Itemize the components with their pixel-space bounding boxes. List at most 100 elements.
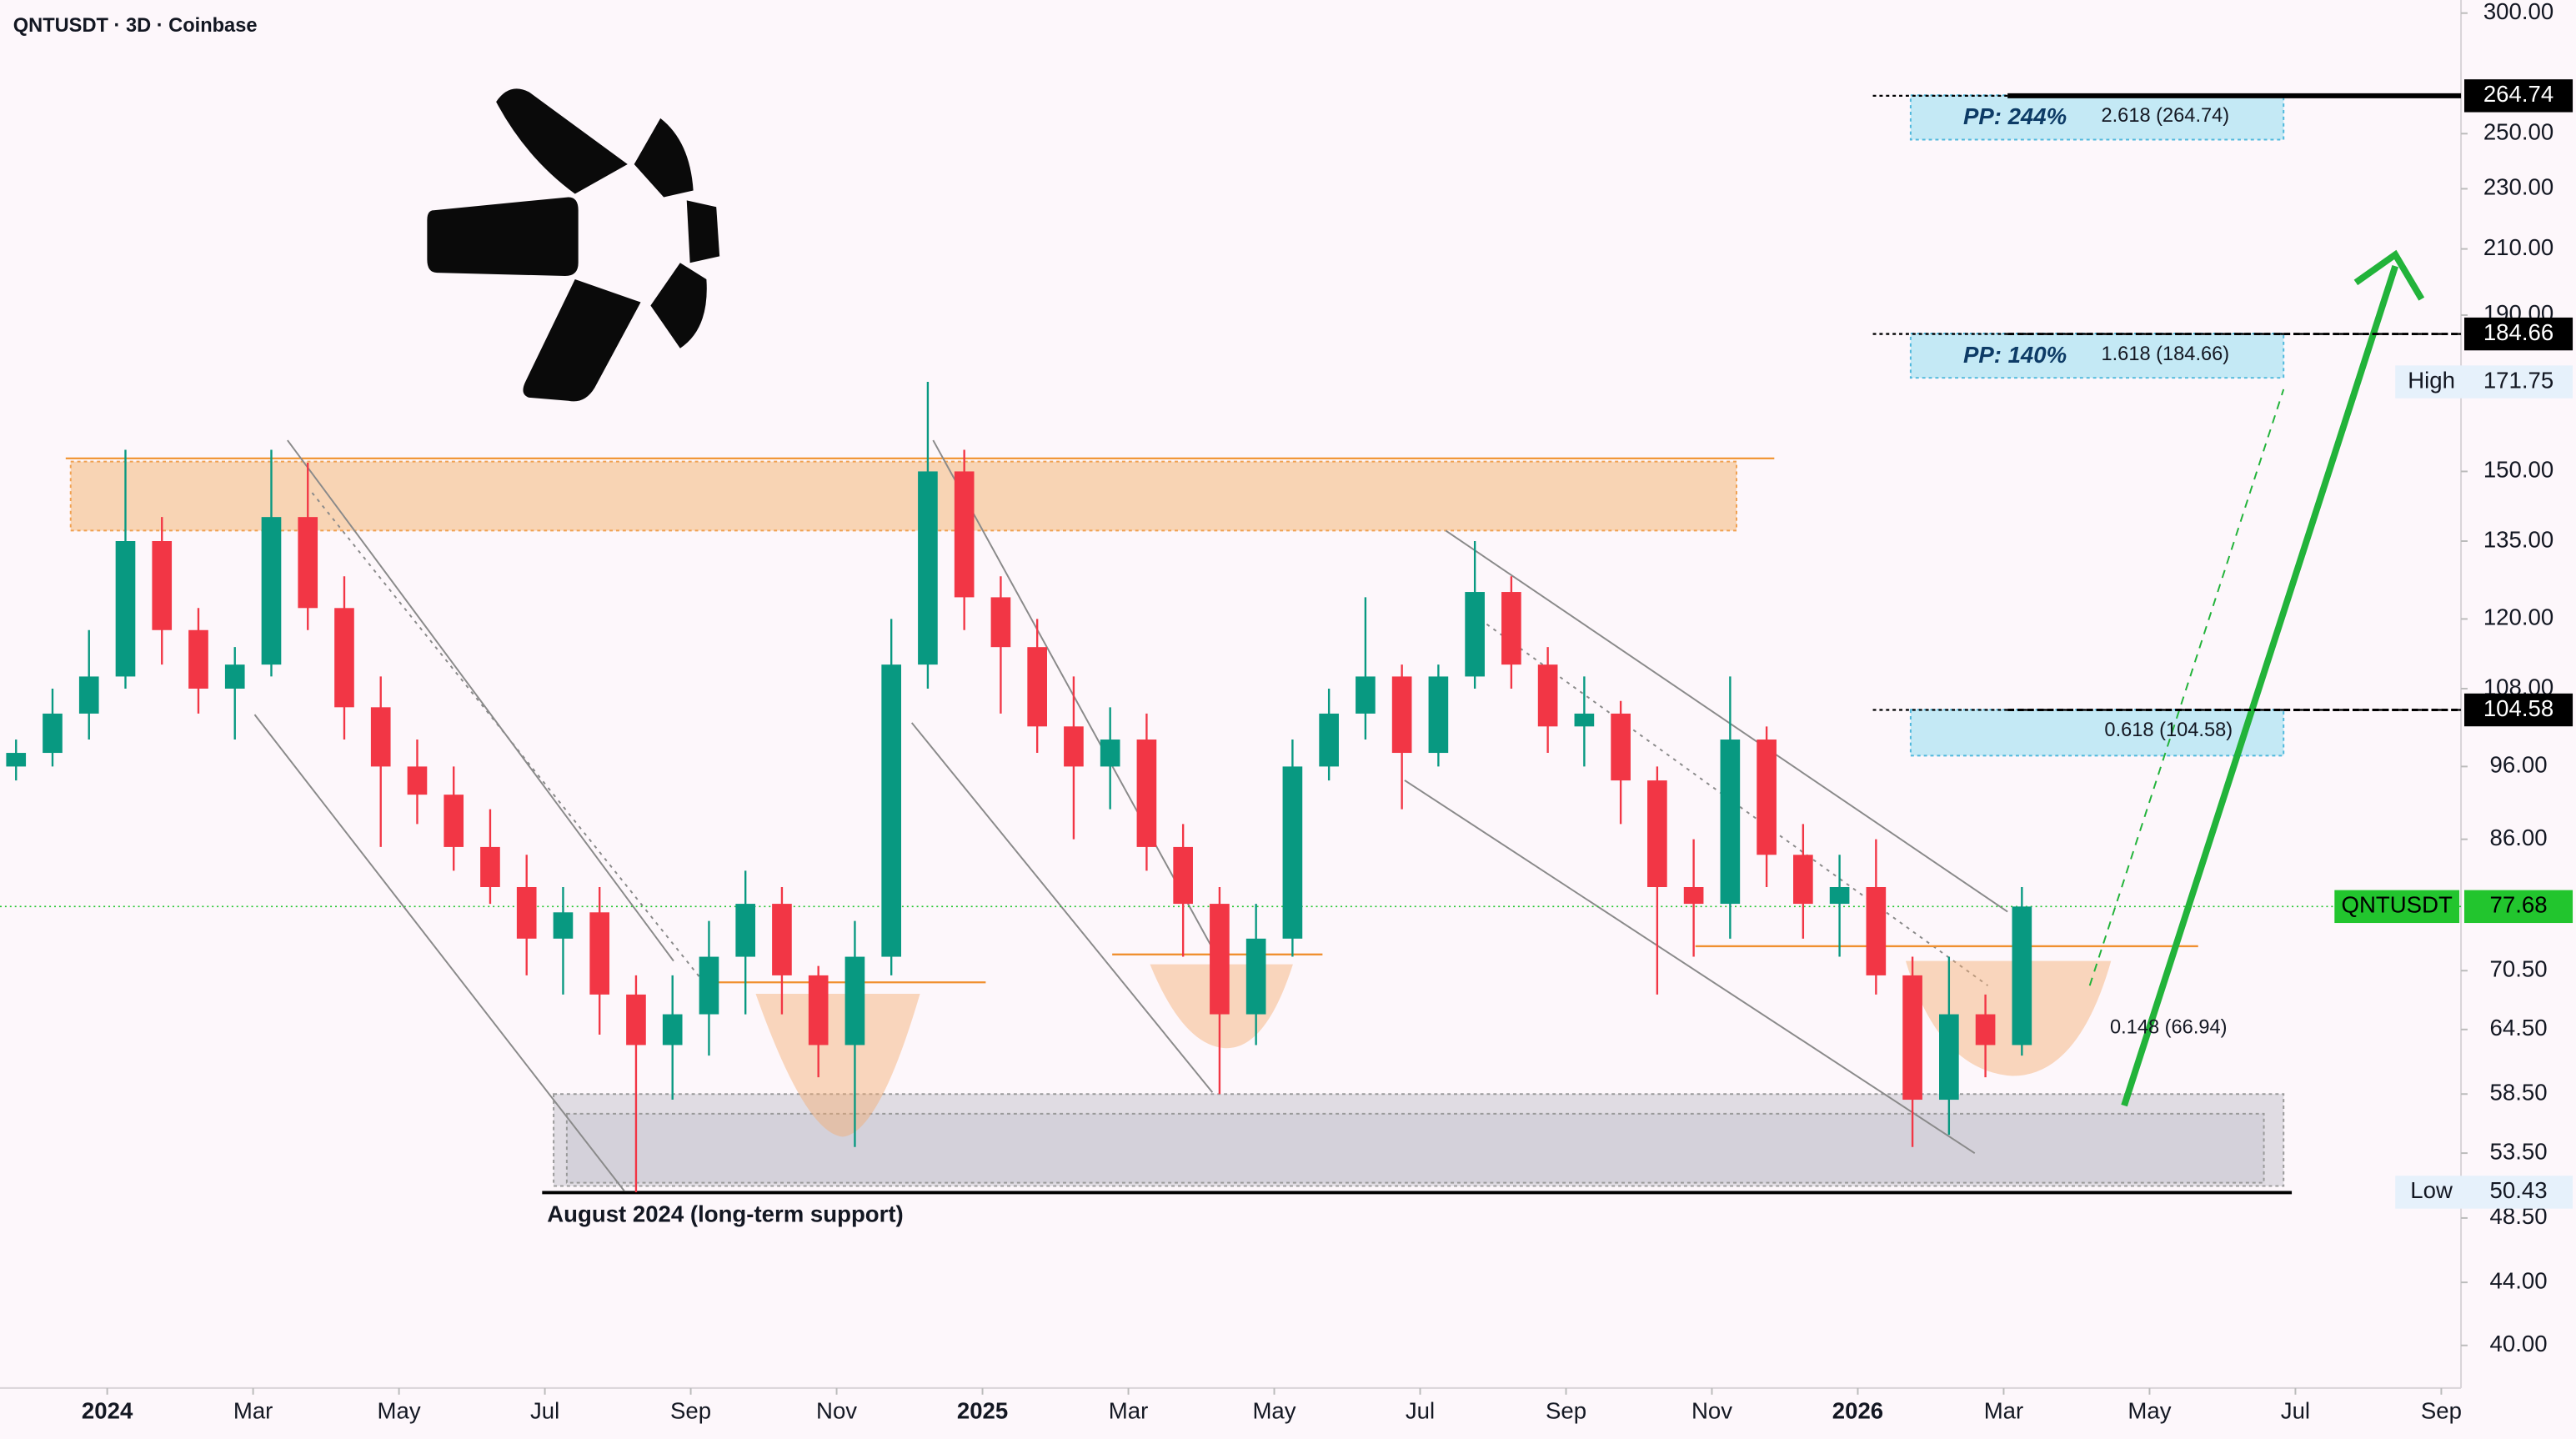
candle-body — [1902, 975, 1922, 1101]
candle-body — [78, 676, 99, 714]
target-level: 1.618 (184.66) — [2101, 343, 2229, 365]
candle-body — [1319, 713, 1339, 767]
candle-body — [6, 753, 27, 767]
drawings: QNTUSDT · 3D · Coinbase August 2024 (lon… — [0, 0, 2463, 1389]
candle-body — [1647, 780, 1667, 887]
candle-body — [808, 975, 829, 1045]
candle-body — [1720, 740, 1741, 905]
x-tick-label: 2025 — [957, 1398, 1008, 1424]
x-tick-label: Mar — [1984, 1398, 2024, 1424]
price-tag — [2463, 79, 2573, 113]
candle-body — [115, 541, 136, 677]
logo — [427, 88, 720, 402]
candle-body — [1027, 647, 1047, 727]
candle-body — [516, 886, 537, 939]
low-tag — [2395, 1176, 2573, 1209]
candle-body — [1501, 592, 1521, 665]
low-value: 50.43 — [2490, 1177, 2548, 1203]
x-tick-label: May — [1252, 1398, 1296, 1424]
resistance-zone — [69, 460, 1737, 532]
x-tick-label: Sep — [2421, 1398, 2462, 1424]
y-tick-label: 96.00 — [2490, 752, 2548, 778]
target-name: PP: 244% — [1963, 103, 2067, 129]
x-tick-label: Sep — [1546, 1398, 1586, 1424]
candle-body — [881, 664, 902, 957]
x-tick-label: Sep — [670, 1398, 711, 1424]
y-tick-label: 40.00 — [2490, 1331, 2548, 1356]
candle-body — [772, 904, 792, 975]
price-tag-label: 264.74 — [2483, 81, 2553, 107]
candle-body — [370, 707, 391, 767]
y-tick-label: 210.00 — [2483, 234, 2553, 260]
target-level: 0.148 (66.94) — [2110, 1017, 2228, 1039]
x-tick-label: Nov — [816, 1398, 857, 1424]
candle-body — [480, 846, 500, 887]
candle-body — [954, 471, 975, 598]
candle-body — [1245, 938, 1266, 1015]
candle-body — [298, 517, 318, 609]
x-tick-label: Mar — [233, 1398, 273, 1424]
y-tick-label: 64.50 — [2490, 1015, 2548, 1040]
y-tick-label: 58.50 — [2490, 1080, 2548, 1106]
candle-body — [1100, 740, 1120, 767]
x-tick-label: May — [378, 1398, 421, 1424]
candle-body — [553, 912, 574, 939]
candle-body — [1611, 713, 1631, 781]
candle-body — [1136, 740, 1157, 847]
x-tick-label: Jul — [1406, 1398, 1435, 1424]
candle-body — [407, 766, 428, 795]
price-tag-label: 104.58 — [2483, 695, 2553, 721]
high-value: 171.75 — [2483, 367, 2553, 393]
candle-body — [990, 597, 1011, 648]
target-name: PP: 140% — [1963, 342, 2067, 368]
support-zone-inner — [565, 1112, 2265, 1184]
candle-body — [662, 1014, 683, 1045]
price-tag-label: 184.66 — [2483, 319, 2553, 345]
candle-body — [1574, 713, 1595, 727]
candle-body — [334, 608, 354, 708]
candle-body — [1064, 726, 1084, 767]
candle-body — [43, 713, 63, 754]
candle-body — [589, 912, 610, 995]
candle-body — [224, 664, 245, 689]
support-zone — [553, 1093, 2285, 1187]
high-tag — [2395, 365, 2573, 399]
price-tag — [2463, 890, 2573, 924]
candle-body — [844, 956, 865, 1045]
price-tag-label: 77.68 — [2490, 892, 2548, 918]
x-tick-label: 2026 — [1832, 1398, 1883, 1424]
candle-body — [1757, 740, 1777, 855]
candle-body — [1210, 904, 1230, 1015]
y-tick-label: 230.00 — [2483, 174, 2553, 200]
y-tick-label: 120.00 — [2483, 604, 2553, 630]
y-tick-label: 300.00 — [2483, 0, 2553, 24]
candle-body — [1939, 1014, 1959, 1101]
candle-body — [1465, 592, 1485, 677]
x-tick-label: Nov — [1691, 1398, 1732, 1424]
y-tick-label: 53.50 — [2490, 1138, 2548, 1164]
candle-body — [1537, 664, 1558, 727]
candle-body — [2012, 906, 2032, 1045]
x-tick-label: Mar — [1109, 1398, 1149, 1424]
y-tick-label: 86.00 — [2490, 825, 2548, 850]
high-label: High — [2408, 367, 2455, 393]
candle-body — [152, 541, 173, 630]
candle-body — [1829, 886, 1850, 905]
candle-body — [1683, 886, 1704, 905]
candle-body — [1975, 1014, 1996, 1045]
candle-body — [1428, 676, 1449, 754]
y-tick-label: 70.50 — [2490, 956, 2548, 982]
candle-body — [261, 517, 282, 665]
arrow — [2121, 264, 2398, 1107]
price-tag — [2463, 693, 2573, 727]
candle-body — [699, 956, 719, 1015]
x-tick-label: 2024 — [82, 1398, 133, 1424]
candle-body — [1282, 766, 1303, 939]
chart-title: QNTUSDT · 3D · Coinbase — [13, 15, 258, 37]
support-label: August 2024 (long-term support) — [547, 1201, 904, 1226]
candle-body — [444, 795, 464, 847]
target-boxes — [1909, 94, 2285, 757]
candle-body — [735, 904, 756, 957]
y-tick-label: 44.00 — [2490, 1267, 2548, 1293]
